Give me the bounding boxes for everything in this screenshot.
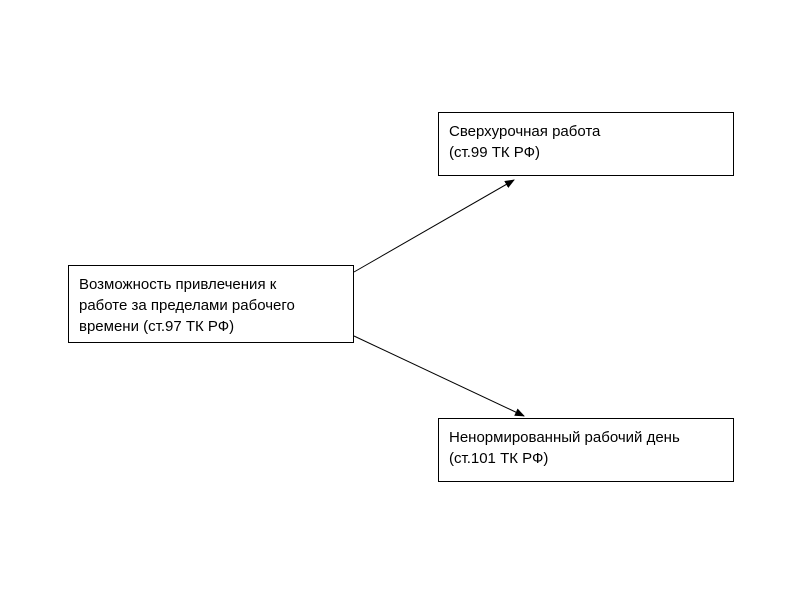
node-overtime-line2: (ст.99 ТК РФ) (449, 142, 723, 163)
edge-source-irregular (354, 336, 524, 416)
node-irregular-line2: (ст.101 ТК РФ) (449, 448, 723, 469)
node-irregular: Ненормированный рабочий день (ст.101 ТК … (438, 418, 734, 482)
edge-source-overtime (354, 180, 514, 272)
node-source-line1: Возможность привлечения к (79, 274, 343, 295)
node-overtime: Сверхурочная работа (ст.99 ТК РФ) (438, 112, 734, 176)
node-source-line3: времени (ст.97 ТК РФ) (79, 316, 343, 337)
node-source-line2: работе за пределами рабочего (79, 295, 343, 316)
node-overtime-line1: Сверхурочная работа (449, 121, 723, 142)
node-source: Возможность привлечения к работе за пред… (68, 265, 354, 343)
node-irregular-line1: Ненормированный рабочий день (449, 427, 723, 448)
